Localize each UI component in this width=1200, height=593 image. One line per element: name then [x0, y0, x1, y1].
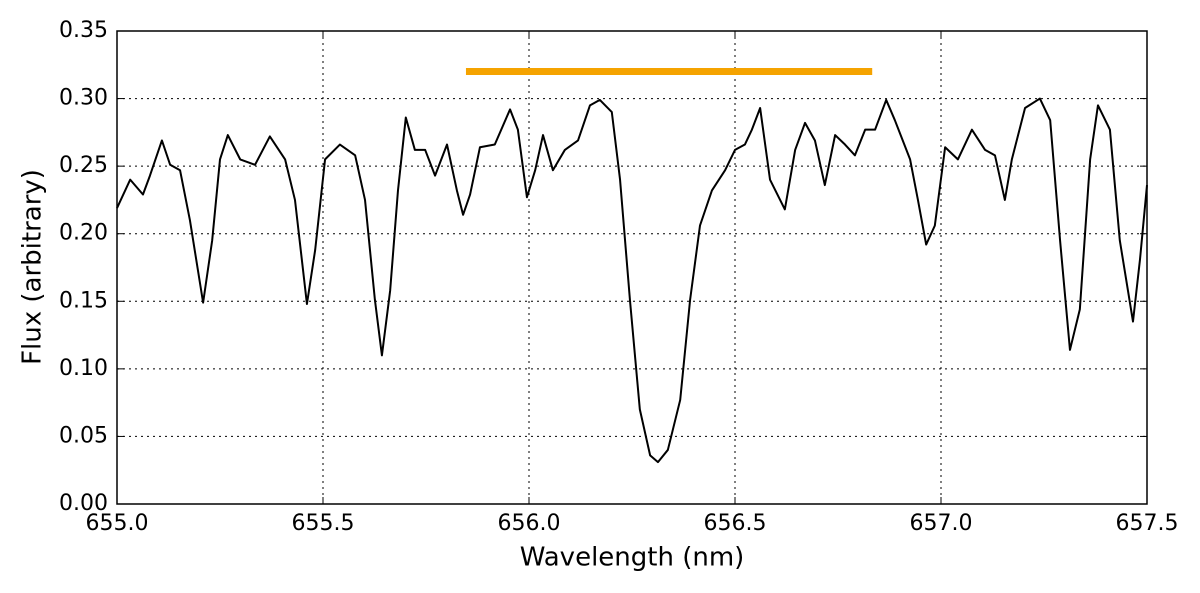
x-tick-label: 656.0 — [498, 511, 561, 536]
x-axis-label: Wavelength (nm) — [520, 543, 745, 573]
y-tick-label: 0.10 — [59, 356, 108, 381]
y-tick-label: 0.15 — [59, 288, 108, 313]
y-tick-label: 0.00 — [59, 491, 108, 516]
y-tick-label: 0.35 — [59, 18, 108, 43]
y-tick-label: 0.05 — [59, 423, 108, 448]
y-tick-label: 0.30 — [59, 86, 108, 111]
y-axis-label: Flux (arbitrary) — [18, 169, 48, 365]
x-tick-label: 655.0 — [86, 511, 149, 536]
x-tick-label: 657.0 — [910, 511, 973, 536]
data-line — [116, 97, 1148, 464]
x-tick-label: 657.5 — [1116, 511, 1179, 536]
x-tick-label: 656.5 — [704, 511, 767, 536]
y-tick-label: 0.25 — [59, 153, 108, 178]
y-tick-label: 0.20 — [59, 221, 108, 246]
plot-frame — [116, 30, 1148, 505]
x-tick-label: 655.5 — [292, 511, 355, 536]
